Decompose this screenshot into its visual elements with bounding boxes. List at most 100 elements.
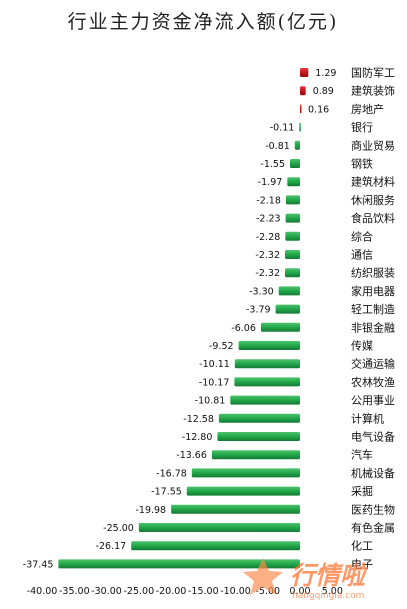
bar-21 bbox=[217, 432, 300, 441]
category-label-2: 建筑装饰 bbox=[351, 84, 395, 98]
category-label-9: 食品饮料 bbox=[351, 211, 395, 225]
value-label-22: -13.66 bbox=[176, 450, 207, 461]
bar-16 bbox=[238, 341, 300, 350]
x-tick-label-4: -25.00 bbox=[123, 586, 154, 597]
category-label-3: 房地产 bbox=[351, 102, 384, 116]
bar-3 bbox=[300, 104, 302, 114]
category-label-10: 综合 bbox=[351, 229, 373, 243]
x-tick-label-2: -35.00 bbox=[59, 586, 90, 597]
value-label-23: -16.78 bbox=[156, 468, 187, 479]
value-label-9: -2.23 bbox=[256, 214, 281, 225]
category-label-18: 农林牧渔 bbox=[351, 375, 395, 389]
category-label-1: 国防军工 bbox=[351, 66, 395, 80]
value-label-3: 0.16 bbox=[308, 104, 329, 115]
bar-19 bbox=[230, 395, 300, 405]
value-label-28: -37.45 bbox=[23, 559, 54, 570]
value-label-19: -10.81 bbox=[195, 396, 226, 407]
bar-1 bbox=[300, 68, 309, 77]
bar-18 bbox=[234, 377, 300, 387]
bar-7 bbox=[287, 177, 300, 187]
category-label-16: 传媒 bbox=[351, 340, 373, 353]
category-label-28: 电子 bbox=[351, 558, 373, 571]
bar-11 bbox=[285, 250, 300, 259]
x-tick-label-7: -10.00 bbox=[220, 586, 251, 597]
category-labels-group: 国防军工建筑装饰房地产银行商业贸易钢铁建筑材料休闲服务食品饮料综合通信纺织服装家… bbox=[351, 66, 395, 571]
x-tick-label-10: 5.00 bbox=[322, 586, 343, 597]
bar-23 bbox=[191, 468, 300, 478]
category-label-25: 医药生物 bbox=[351, 502, 395, 516]
value-label-7: -1.97 bbox=[258, 177, 283, 188]
bar-5 bbox=[294, 140, 300, 150]
watermark-text: 行情啦 bbox=[290, 561, 369, 590]
bar-17 bbox=[234, 359, 300, 369]
bar-9 bbox=[285, 213, 300, 223]
category-label-7: 建筑材料 bbox=[351, 175, 395, 189]
x-tick-label-8: -5.00 bbox=[256, 586, 281, 597]
bar-2 bbox=[300, 86, 306, 96]
category-label-26: 有色金属 bbox=[351, 521, 395, 535]
category-label-8: 休闲服务 bbox=[351, 193, 395, 207]
value-label-27: -26.17 bbox=[96, 541, 127, 552]
x-tick-label-1: -40.00 bbox=[27, 586, 58, 597]
value-label-1: 1.29 bbox=[315, 68, 336, 79]
bar-8 bbox=[285, 195, 300, 205]
bar-25 bbox=[171, 504, 300, 514]
value-label-11: -2.32 bbox=[255, 250, 280, 261]
category-label-17: 交通运输 bbox=[351, 357, 395, 371]
bar-6 bbox=[290, 159, 300, 168]
bar-24 bbox=[186, 486, 300, 496]
category-label-4: 银行 bbox=[351, 120, 373, 134]
value-label-24: -17.55 bbox=[151, 487, 182, 498]
category-label-11: 通信 bbox=[351, 249, 373, 262]
bar-14 bbox=[275, 304, 300, 314]
bar-27 bbox=[131, 541, 300, 551]
category-label-23: 机械设备 bbox=[351, 466, 395, 480]
watermark: 行情啦 hangqingla.com bbox=[243, 558, 369, 601]
value-label-15: -6.06 bbox=[231, 323, 256, 334]
bar-13 bbox=[278, 286, 300, 296]
bars-group bbox=[58, 68, 309, 569]
value-label-4: -0.11 bbox=[270, 123, 295, 134]
value-label-6: -1.55 bbox=[260, 159, 285, 170]
category-label-13: 家用电器 bbox=[351, 284, 395, 298]
value-label-17: -10.11 bbox=[199, 359, 230, 370]
value-labels-group: 1.29 0.89 0.16 -0.11 -0.81 -1.55 -1.97 -2.18 -2.… bbox=[23, 68, 337, 570]
category-label-6: 钢铁 bbox=[351, 158, 373, 171]
bar-28 bbox=[58, 559, 301, 569]
category-label-24: 采掘 bbox=[351, 484, 373, 498]
bar-20 bbox=[218, 413, 300, 423]
bar-22 bbox=[211, 450, 300, 460]
category-label-27: 化工 bbox=[351, 539, 373, 553]
chart-title: 行业主力资金净流入额(亿元) bbox=[68, 11, 339, 33]
watermark-url: hangqingla.com bbox=[292, 591, 364, 601]
category-label-15: 非银金融 bbox=[351, 320, 395, 334]
category-label-20: 计算机 bbox=[351, 411, 384, 425]
bar-10 bbox=[285, 231, 300, 241]
bar-26 bbox=[138, 523, 301, 532]
category-label-14: 轻工制造 bbox=[351, 302, 395, 316]
x-tick-label-6: -15.00 bbox=[188, 586, 219, 597]
x-tick-label-5: -20.00 bbox=[156, 586, 187, 597]
category-label-22: 汽车 bbox=[351, 448, 373, 462]
watermark-star-icon bbox=[243, 558, 283, 595]
category-label-21: 电气设备 bbox=[351, 430, 395, 444]
value-label-21: -12.80 bbox=[182, 432, 213, 443]
value-label-2: 0.89 bbox=[313, 86, 334, 97]
x-axis-ticks-group: -40.00 -35.00 -30.00 -25.00 -20.00 -15.00 -10.… bbox=[27, 586, 343, 597]
category-label-19: 公用事业 bbox=[351, 394, 395, 407]
value-label-20: -12.58 bbox=[183, 414, 214, 425]
value-label-10: -2.28 bbox=[256, 232, 281, 243]
bar-12 bbox=[285, 268, 300, 278]
value-label-26: -25.00 bbox=[103, 523, 134, 534]
x-tick-label-3: -30.00 bbox=[91, 586, 122, 597]
value-label-25: -19.98 bbox=[135, 505, 166, 516]
x-tick-label-9: 0.00 bbox=[289, 586, 310, 597]
value-label-16: -9.52 bbox=[209, 341, 234, 352]
category-label-12: 纺织服装 bbox=[351, 266, 395, 280]
category-label-5: 商业贸易 bbox=[351, 138, 395, 152]
value-label-12: -2.32 bbox=[255, 268, 280, 279]
value-label-8: -2.18 bbox=[256, 195, 281, 206]
bar-15 bbox=[260, 322, 300, 332]
value-label-14: -3.79 bbox=[246, 305, 271, 316]
